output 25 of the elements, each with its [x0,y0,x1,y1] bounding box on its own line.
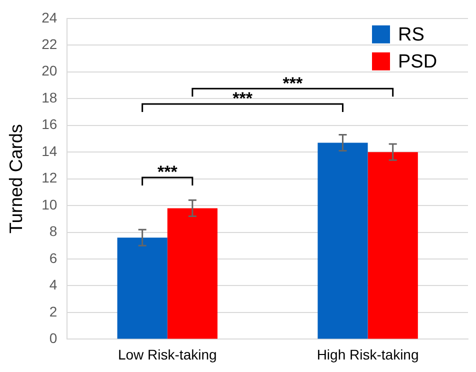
annotation: *** [282,74,303,93]
annotation: *** [157,162,178,182]
y-tick-label: 10 [42,196,58,212]
legend-label: RS [398,24,424,46]
x-tick-label: High Risk-taking [316,346,419,362]
bar [368,152,418,339]
bar [117,238,168,339]
y-tick-label: 0 [49,330,58,346]
y-tick-label: 8 [49,223,58,240]
bar [167,208,218,339]
x-tick-label: Low Risk-taking [118,346,217,362]
y-tick-label: 24 [42,9,58,26]
y-axis-title: Turned Cards [6,124,26,234]
bar [318,142,368,339]
y-tick-label: 22 [42,36,58,52]
y-tick-label: 20 [42,62,58,79]
y-tick-label: 16 [42,116,58,132]
y-tick-label: 14 [42,142,58,159]
y-tick-label: 2 [49,303,58,320]
y-tick-label: 6 [49,250,58,266]
y-tick-label: 12 [42,170,58,186]
annotation: *** [232,89,253,108]
legend-label: PSD [398,52,438,73]
y-tick-label: 18 [42,89,58,106]
y-tick-label: 4 [49,276,58,293]
